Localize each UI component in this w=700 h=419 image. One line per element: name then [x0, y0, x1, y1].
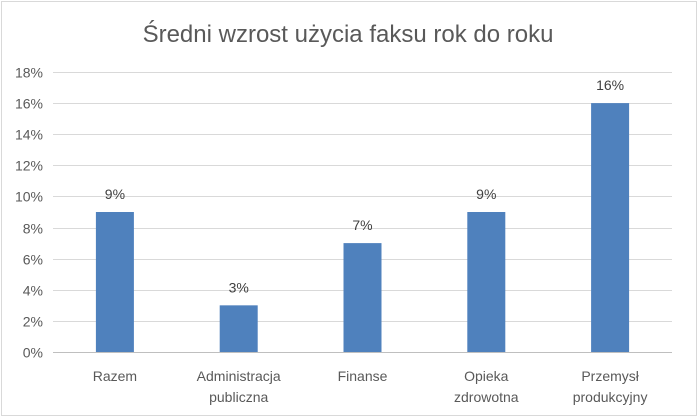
category-label-line: publiczna — [209, 389, 268, 405]
category-label-line: Administracja — [197, 368, 281, 384]
category-label-line: produkcyjny — [573, 389, 648, 405]
data-label: 3% — [229, 279, 249, 295]
y-tick-label: 12% — [15, 158, 43, 174]
category-label: Administracja publiczna — [197, 368, 281, 405]
data-label: 9% — [105, 186, 125, 202]
y-tick-label: 8% — [23, 221, 43, 237]
category-labels: Razem Administracja publiczna Finanse Opieka… — [93, 368, 648, 405]
data-label: 9% — [476, 186, 496, 202]
y-axis-ticks: 0% 2% 4% 6% 8% 10% 12% 14% 16% 18% — [15, 65, 43, 361]
data-label: 7% — [352, 217, 372, 233]
category-label: Opieka zdrowotna — [454, 368, 519, 405]
data-labels: 9% 3% 7% 9% 16% — [105, 77, 624, 295]
y-tick-label: 6% — [23, 252, 43, 268]
y-tick-label: 0% — [23, 345, 43, 361]
bars — [95, 103, 630, 352]
y-tick-label: 18% — [15, 65, 43, 81]
category-label-line: Przemysł — [581, 368, 639, 384]
y-tick-label: 14% — [15, 127, 43, 143]
category-label-line: Finanse — [338, 368, 388, 384]
category-label-line: zdrowotna — [454, 389, 519, 405]
y-tick-label: 4% — [23, 283, 43, 299]
y-tick-label: 10% — [15, 189, 43, 205]
bar — [95, 212, 134, 352]
bar — [343, 243, 382, 352]
y-tick-label: 2% — [23, 314, 43, 330]
bar — [591, 103, 630, 352]
gridlines — [53, 72, 672, 353]
y-tick-label: 16% — [15, 96, 43, 112]
bar — [467, 212, 506, 352]
category-label: Finanse — [338, 368, 388, 384]
data-label: 16% — [596, 77, 624, 93]
chart-title: Średni wzrost użycia faksu rok do roku — [143, 20, 554, 48]
category-label-line: Razem — [93, 368, 137, 384]
category-label-line: Opieka — [464, 368, 509, 384]
bar — [219, 305, 258, 352]
category-label: Przemysł produkcyjny — [573, 368, 648, 405]
category-label: Razem — [93, 368, 137, 384]
